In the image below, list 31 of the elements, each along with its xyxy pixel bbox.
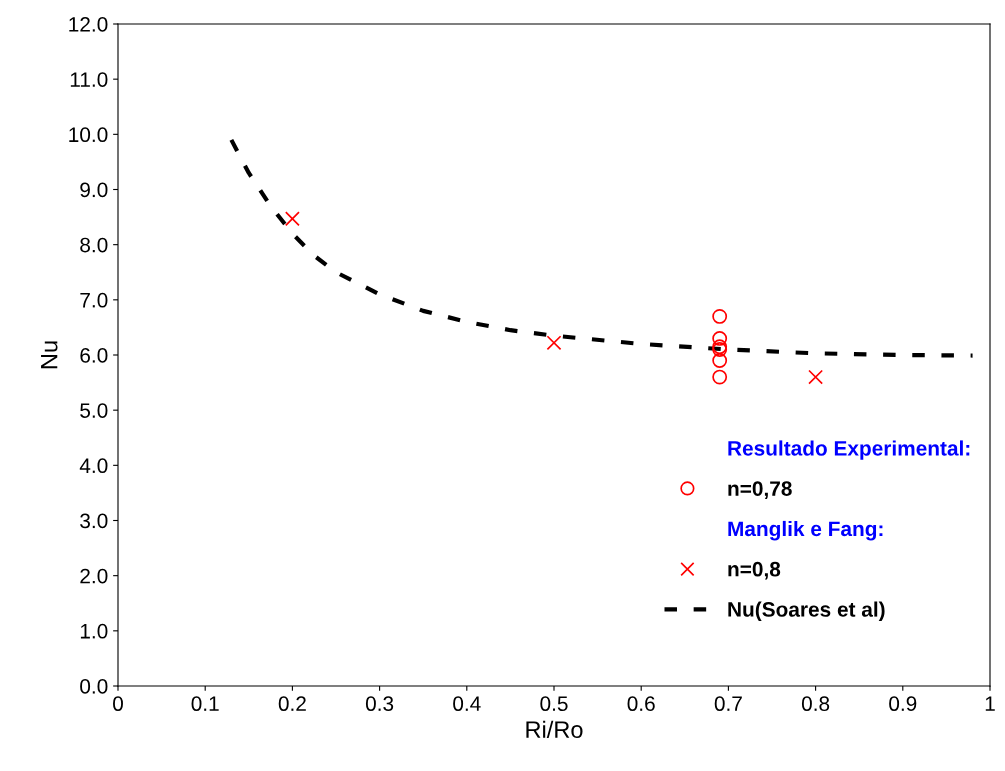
y-tick-label: 8.0 bbox=[80, 237, 108, 253]
x-axis-title: Ri/Ro bbox=[526, 720, 583, 739]
x-tick-label: 0.8 bbox=[801, 696, 830, 712]
x-tick-label: 0.9 bbox=[889, 696, 917, 712]
y-tick-label: 12.0 bbox=[69, 17, 108, 32]
legend-label: n=0,8 bbox=[728, 561, 781, 580]
y-tick-label: 5.0 bbox=[80, 403, 108, 418]
legend-label: n=0,78 bbox=[728, 481, 792, 499]
x-tick-label: 0.7 bbox=[714, 696, 742, 712]
x-tick-label: 0.3 bbox=[365, 696, 394, 712]
y-tick-label: 4.0 bbox=[79, 458, 108, 474]
annotation: Manglik e Fang: bbox=[728, 520, 883, 541]
y-tick-label: 11.0 bbox=[70, 72, 108, 87]
y-tick-label: 2.0 bbox=[80, 568, 108, 584]
x-tick-label: 0 bbox=[113, 696, 123, 712]
x-tick-label: 1 bbox=[985, 696, 995, 711]
x-tick-label: 0.2 bbox=[278, 696, 306, 712]
legend-label: Nu(Soares et al) bbox=[728, 601, 885, 621]
y-tick-label: 3.0 bbox=[80, 513, 108, 529]
annotation: Resultado Experimental: bbox=[728, 440, 970, 460]
y-tick-label: 0.0 bbox=[80, 679, 108, 694]
y-axis-title: Nu bbox=[41, 341, 58, 369]
x-tick-label: 0.5 bbox=[540, 696, 568, 712]
x-tick-label: 0.4 bbox=[453, 696, 481, 712]
y-tick-label: 10.0 bbox=[69, 127, 108, 143]
x-tick-label: 0.6 bbox=[627, 696, 655, 712]
y-tick-label: 6.0 bbox=[80, 348, 108, 363]
y-tick-label: 1.0 bbox=[80, 623, 108, 639]
y-tick-label: 9.0 bbox=[80, 182, 108, 198]
x-tick-label: 0.1 bbox=[191, 696, 219, 712]
y-tick-label: 7.0 bbox=[80, 292, 108, 308]
